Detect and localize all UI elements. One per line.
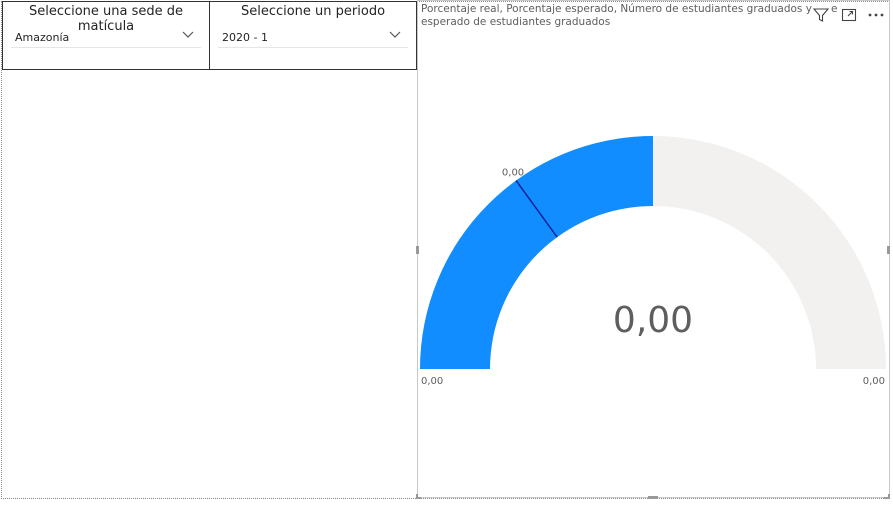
filter-icon[interactable]: [812, 6, 830, 24]
slicer-sede-title: Seleccione una sede de matícula: [28, 4, 184, 34]
gauge-title-overflow: e: [831, 3, 838, 15]
gauge-fill: [420, 136, 653, 369]
gauge-center-value: 0,00: [613, 300, 693, 341]
sede-selected-value: Amazonía: [15, 31, 70, 44]
slicer-periodo-title: Seleccione un periodo: [240, 4, 386, 19]
resize-handle-bottom-left[interactable]: [416, 494, 421, 499]
resize-handle-left[interactable]: [416, 246, 419, 254]
slicer-sede: Seleccione una sede de matícula Amazonía: [2, 1, 210, 70]
periodo-dropdown[interactable]: 2020 - 1: [218, 27, 408, 48]
chevron-down-icon: [389, 31, 401, 38]
sede-dropdown[interactable]: Amazonía: [11, 27, 201, 48]
more-options-icon[interactable]: [866, 6, 888, 24]
gauge-max-label: 0,00: [863, 376, 885, 387]
resize-handle-bottom[interactable]: [648, 496, 658, 499]
resize-handle-bottom-right[interactable]: [884, 494, 890, 499]
gauge-min-label: 0,00: [421, 376, 443, 387]
gauge-title-line-1: Porcentaje real, Porcentaje esperado, Nú…: [421, 3, 812, 15]
gauge-target-label: 0,00: [502, 167, 524, 178]
periodo-selected-value: 2020 - 1: [222, 31, 268, 44]
gauge-title-line-2: esperado de estudiantes graduados: [421, 16, 611, 28]
resize-handle-right[interactable]: [887, 246, 890, 254]
chevron-down-icon: [182, 31, 194, 38]
focus-mode-icon[interactable]: [840, 6, 858, 24]
gauge-target-marker: [515, 180, 558, 238]
slicer-periodo: Seleccione un periodo 2020 - 1: [209, 1, 417, 70]
gauge-title: Porcentaje real, Porcentaje esperado, Nú…: [421, 3, 813, 31]
